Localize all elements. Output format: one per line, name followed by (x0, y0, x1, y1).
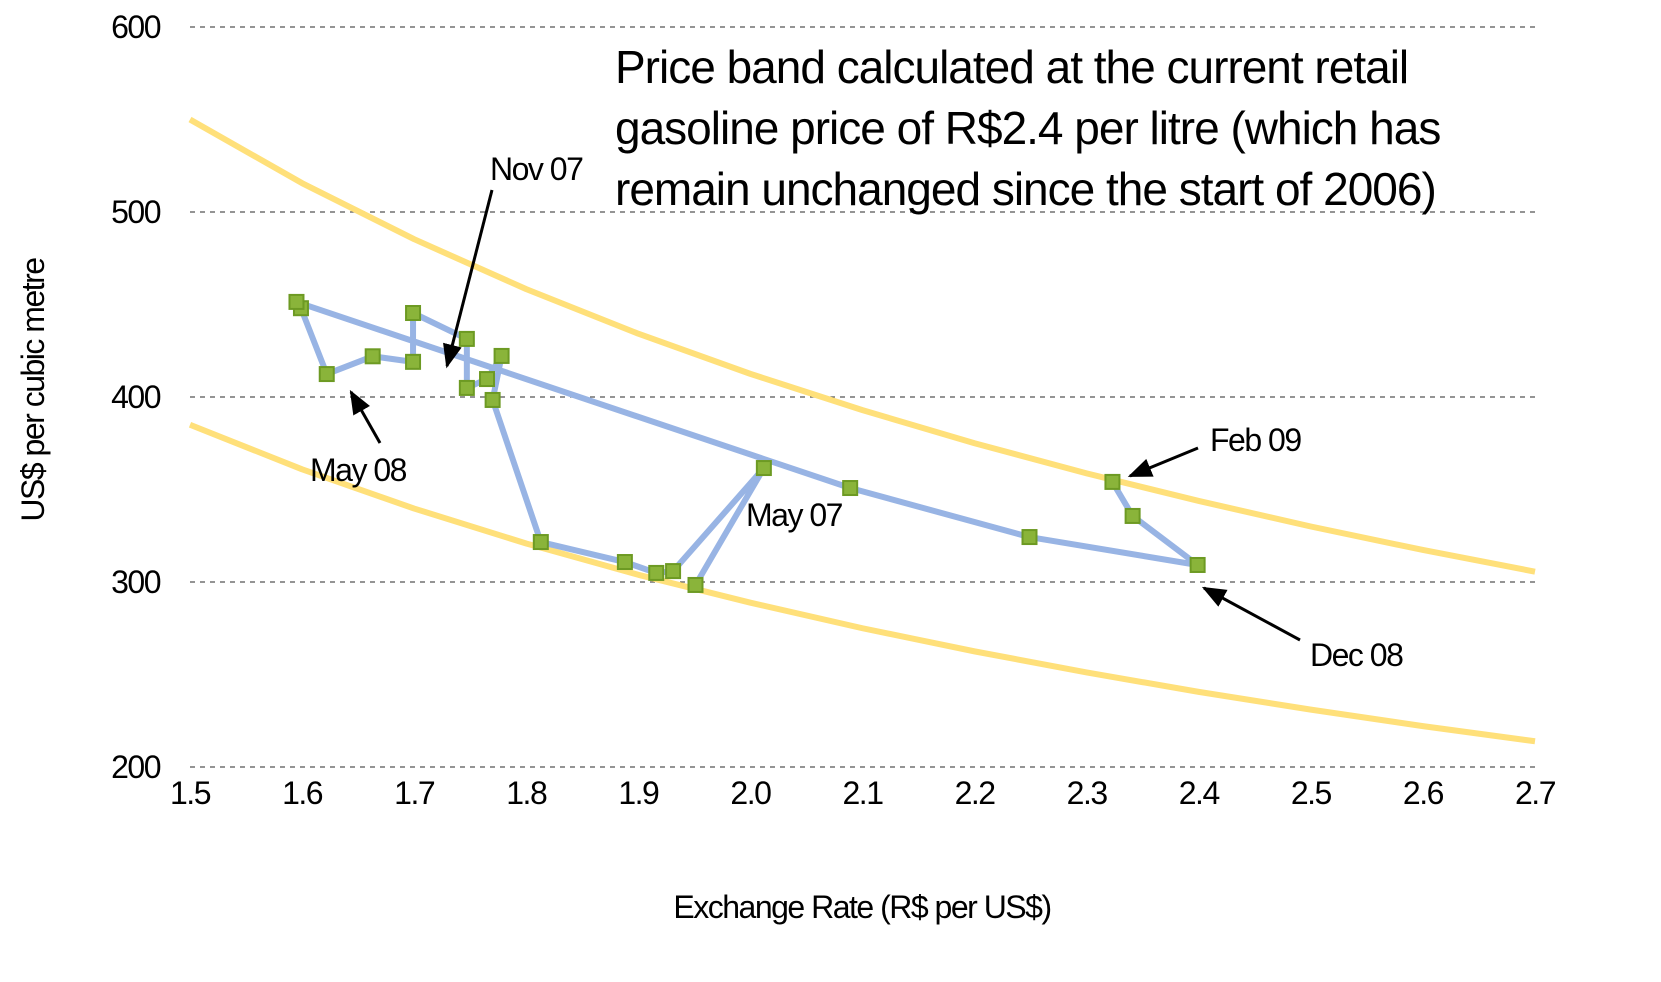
data-point (364, 348, 381, 365)
y-tick-label: 200 (111, 749, 161, 785)
data-point (484, 391, 501, 408)
data-point (648, 564, 665, 581)
x-tick-label: 2.1 (843, 775, 884, 811)
data-point (288, 293, 305, 310)
x-tick-label: 2.7 (1515, 775, 1556, 811)
data-point (665, 563, 682, 580)
x-tick-label: 1.7 (394, 775, 435, 811)
annotation: Dec 08 (1310, 637, 1403, 673)
annotation: May 08 (310, 452, 407, 488)
x-tick-label: 2.6 (1403, 775, 1444, 811)
y-tick-label: 400 (111, 379, 161, 415)
data-point (405, 305, 422, 322)
y-tick-label: 600 (111, 9, 161, 45)
data-point (1104, 473, 1121, 490)
x-tick-label: 2.0 (730, 775, 771, 811)
x-tick-label: 2.2 (955, 775, 996, 811)
data-point (616, 554, 633, 571)
data-point (532, 534, 549, 551)
annotation: Feb 09 (1210, 422, 1301, 458)
annotation-arrow (443, 189, 494, 369)
note-line: remain unchanged since the start of 2006… (615, 163, 1436, 215)
note-line: gasoline price of R$2.4 per litre (which… (615, 102, 1440, 154)
y-tick-label: 500 (111, 194, 161, 230)
x-tick-label: 1.6 (282, 775, 323, 811)
annotation-arrow (1201, 586, 1301, 642)
data-point (493, 347, 510, 364)
data-point (755, 460, 772, 477)
x-axis-label: Exchange Rate (R$ per US$) (673, 889, 1050, 925)
y-axis-label: US$ per cubic metre (15, 258, 51, 522)
x-tick-label: 2.4 (1179, 775, 1220, 811)
y-tick-label: 300 (111, 564, 161, 600)
series-line (293, 298, 1201, 587)
data-point (458, 379, 475, 396)
data-point (405, 353, 422, 370)
x-tick-label: 1.9 (618, 775, 659, 811)
series-line (188, 421, 1536, 745)
data-point (479, 371, 496, 388)
data-point (1189, 556, 1206, 573)
data-point (318, 366, 335, 383)
annotation: May 07 (746, 497, 843, 533)
x-tick-label: 1.8 (506, 775, 547, 811)
x-tick-label: 2.5 (1291, 775, 1332, 811)
x-tick-label: 2.3 (1067, 775, 1108, 811)
data-point (458, 330, 475, 347)
annotation-arrow (349, 389, 382, 444)
series-line (188, 116, 1536, 575)
note-line: Price band calculated at the current ret… (615, 41, 1408, 93)
annotation-arrow (1127, 446, 1199, 478)
data-point (687, 576, 704, 593)
annotation: Nov 07 (490, 151, 583, 187)
data-point (1021, 529, 1038, 546)
x-tick-label: 1.5 (170, 775, 211, 811)
data-point (842, 480, 859, 497)
data-point (1124, 507, 1141, 524)
